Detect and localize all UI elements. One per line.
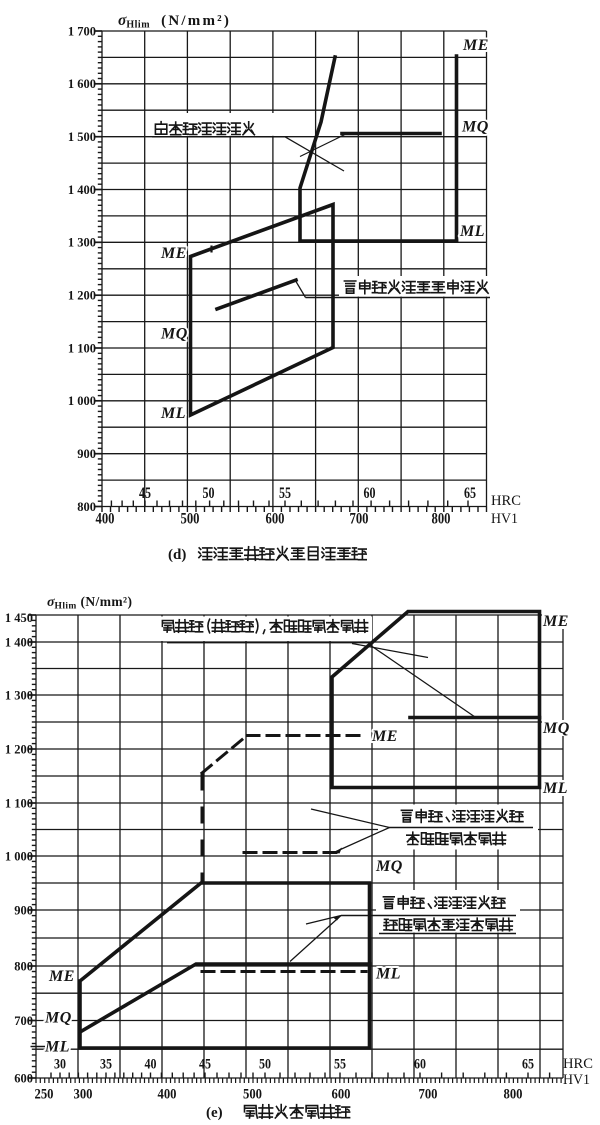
svg-text:σHlim (N/mm²): σHlim (N/mm²) [47,594,132,611]
svg-text:MQ: MQ [44,1010,72,1027]
svg-text:35: 35 [100,1056,112,1072]
svg-text:1 100: 1 100 [68,341,96,355]
svg-text:500: 500 [243,1086,262,1102]
svg-text:700: 700 [14,1014,33,1028]
svg-text:HRC: HRC [563,1056,593,1072]
svg-text:400: 400 [158,1086,177,1102]
svg-text:1 000: 1 000 [5,849,33,863]
svg-text:1 100: 1 100 [5,796,33,810]
svg-text:ML: ML [459,223,485,240]
svg-text:45: 45 [199,1056,211,1072]
svg-text:1 200: 1 200 [68,289,96,303]
svg-text:MQ: MQ [542,720,570,737]
svg-text:σHlim (N/mm²): σHlim (N/mm²) [118,12,231,31]
svg-text:50: 50 [259,1056,271,1072]
svg-text:1 400: 1 400 [68,183,96,197]
svg-text:50: 50 [203,485,215,502]
svg-text:HRC: HRC [491,493,521,509]
svg-text:ML: ML [375,966,401,983]
svg-text:800: 800 [432,510,451,527]
svg-text:800: 800 [77,500,96,514]
svg-text:400: 400 [96,510,115,527]
svg-text:ME: ME [371,728,398,745]
svg-text:45: 45 [139,485,151,502]
svg-text:ML: ML [44,1039,70,1056]
svg-text:800: 800 [504,1086,523,1102]
svg-text:700: 700 [350,510,369,527]
svg-text:600: 600 [332,1086,351,1102]
svg-text:(d): (d) [168,547,186,563]
svg-text:55: 55 [279,485,291,502]
svg-text:1 300: 1 300 [68,236,96,250]
svg-text:ME: ME [542,613,569,630]
svg-text:HV1: HV1 [563,1072,590,1088]
svg-text:MQ: MQ [375,858,403,875]
svg-text:HV1: HV1 [491,511,518,527]
svg-text:900: 900 [77,447,96,461]
svg-text:1 500: 1 500 [68,130,96,144]
svg-text:65: 65 [522,1056,534,1072]
svg-text:ML: ML [160,405,186,422]
svg-text:60: 60 [414,1056,426,1072]
svg-text:(e): (e) [206,1105,223,1121]
svg-text:40: 40 [145,1056,157,1072]
svg-text:1 700: 1 700 [68,24,96,38]
svg-text:250: 250 [35,1086,54,1102]
svg-text:1 300: 1 300 [5,688,33,702]
svg-text:300: 300 [74,1086,93,1102]
svg-text:65: 65 [464,485,476,502]
svg-text:55: 55 [334,1056,346,1072]
svg-text:1 450: 1 450 [5,611,33,625]
svg-text:ME: ME [462,37,489,54]
svg-text:500: 500 [181,510,200,527]
svg-text:ME: ME [160,245,187,262]
svg-text:900: 900 [14,903,33,917]
svg-text:MQ: MQ [461,119,489,136]
svg-text:ML: ML [542,780,568,797]
svg-text:1 000: 1 000 [68,394,96,408]
svg-text:1 200: 1 200 [5,742,33,756]
svg-text:800: 800 [14,959,33,973]
svg-text:700: 700 [419,1086,438,1102]
svg-text:600: 600 [266,510,285,527]
svg-text:ME: ME [48,968,75,985]
svg-text:MQ: MQ [160,326,188,343]
svg-text:1 600: 1 600 [68,77,96,91]
svg-text:600: 600 [14,1071,33,1085]
svg-text:60: 60 [364,485,376,502]
svg-text:30: 30 [54,1056,66,1072]
svg-text:1 400: 1 400 [5,635,33,649]
